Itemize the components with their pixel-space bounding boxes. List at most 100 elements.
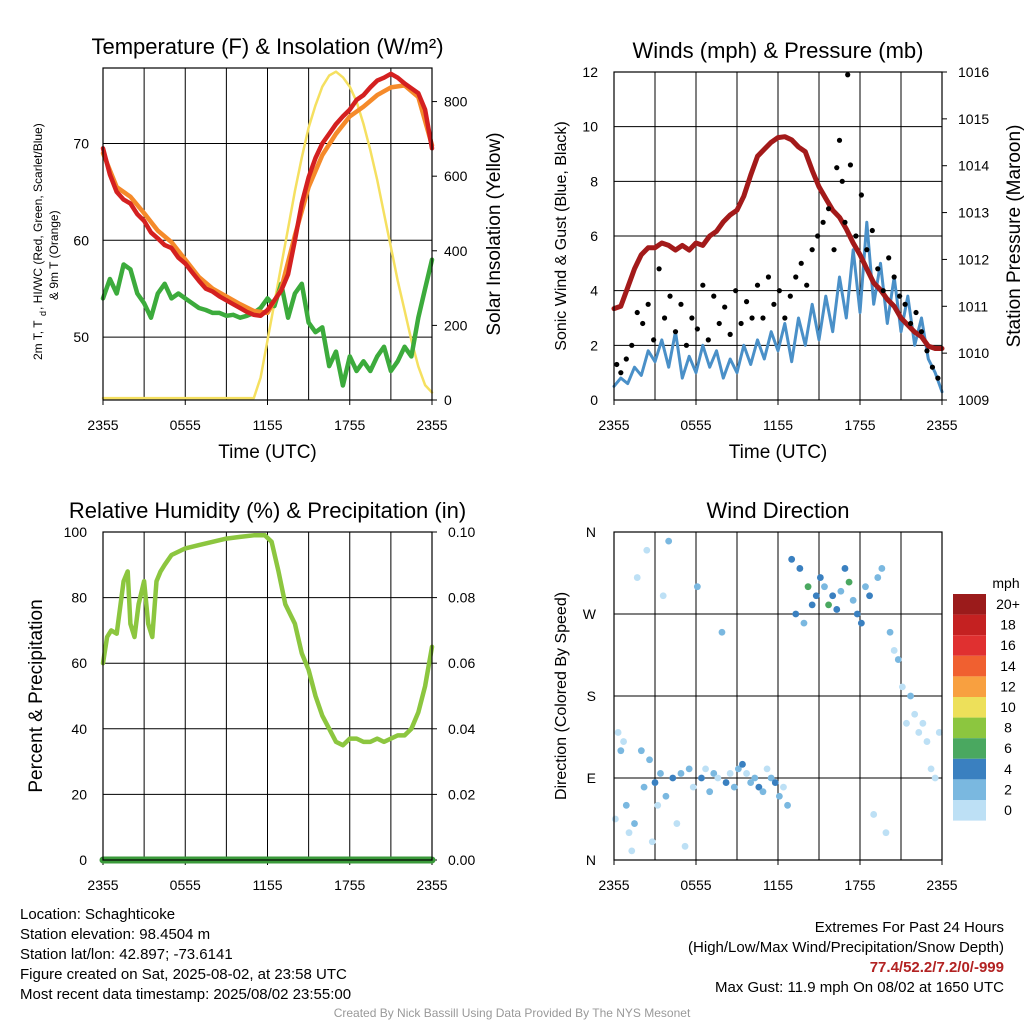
direction-point — [931, 774, 939, 782]
legend-label: 2 — [1004, 781, 1012, 797]
direction-point — [878, 565, 886, 572]
gust-point — [891, 274, 897, 280]
x-tick-label: 1755 — [844, 877, 875, 893]
gust-point — [634, 309, 640, 316]
y-tick-label: 20 — [71, 786, 87, 802]
y-tick-label: 0 — [79, 852, 87, 868]
direction-point — [870, 811, 878, 818]
direction-point — [640, 783, 648, 791]
y-axis-label-left-3: & 9m T (Orange) — [47, 210, 61, 300]
direction-point — [841, 565, 849, 572]
panel-3: Relative Humidity (%) & Precipitation (i… — [26, 498, 475, 893]
gust-point — [678, 301, 684, 307]
direction-point — [622, 801, 630, 809]
panel-2: Winds (mph) & Pressure (mb) 2355 0555 1155 1… — [553, 38, 1024, 463]
direction-point — [935, 729, 943, 736]
gust-point — [834, 165, 840, 171]
direction-point — [651, 779, 659, 786]
direction-point — [874, 574, 882, 581]
gust-point — [672, 329, 679, 335]
y-tick-label: 0 — [590, 392, 598, 408]
gust-point — [869, 227, 875, 234]
gust-point — [907, 320, 914, 327]
y-right-tick-label: 1012 — [958, 251, 989, 267]
y-right-tick-label: 1015 — [958, 111, 989, 127]
direction-point — [693, 583, 701, 591]
direction-point — [821, 583, 828, 591]
direction-point — [631, 820, 638, 827]
y-tick-label: 60 — [73, 232, 89, 248]
gust-point — [913, 309, 919, 316]
y-axis-label-right: Station Pressure (Maroon) — [1004, 125, 1024, 348]
gust-point — [804, 282, 810, 288]
gust-point — [716, 320, 722, 327]
latlon-text: Station lat/lon: 42.897; -73.6141 — [20, 946, 233, 963]
meteogram-svg: Temperature (F) & Insolation (W/m²)2355 0… — [26, 34, 1024, 893]
x-tick-label: 2355 — [926, 417, 957, 433]
series-pressure — [611, 134, 945, 351]
y-right-tick-label: 0.08 — [448, 590, 475, 606]
direction-point — [646, 756, 653, 764]
direction-point — [726, 770, 734, 777]
x-tick-label: 1755 — [334, 417, 365, 433]
credit-text: Created By Nick Bassill Using Data Provi… — [333, 1006, 691, 1020]
direction-point — [755, 783, 763, 791]
direction-point — [714, 774, 722, 782]
direction-point — [677, 770, 685, 777]
direction-point — [743, 770, 750, 777]
direction-point — [866, 592, 873, 600]
series-rh — [100, 533, 435, 748]
y-tick-label: N — [586, 524, 596, 540]
legend-swatch — [953, 738, 986, 759]
direction-point — [923, 738, 931, 745]
gust-point — [902, 301, 908, 307]
y-axis-label-left: Percent & Precipitation — [26, 599, 47, 792]
direction-point — [903, 719, 910, 727]
gust-point — [618, 370, 624, 376]
direction-point — [927, 765, 935, 773]
direction-point — [894, 656, 902, 663]
direction-point — [611, 815, 619, 823]
direction-point — [710, 770, 718, 777]
direction-point — [911, 710, 919, 718]
x-tick-label: 2355 — [416, 877, 447, 893]
direction-point — [771, 779, 779, 786]
gust-point — [694, 326, 700, 332]
direction-point — [862, 583, 869, 591]
legend-swatch — [953, 779, 986, 800]
y-right-tick-label: 1014 — [958, 158, 989, 174]
y-right-tick-label: 600 — [444, 168, 468, 184]
gust-point — [836, 137, 843, 143]
gust-point — [847, 162, 854, 168]
legend-label: 18 — [1000, 617, 1016, 633]
direction-point — [689, 783, 697, 791]
direction-point — [747, 779, 755, 786]
gust-point — [683, 342, 690, 348]
series-temp — [100, 71, 435, 319]
legend-swatch — [953, 697, 986, 718]
x-tick-label: 2355 — [87, 877, 118, 893]
direction-point — [673, 820, 681, 827]
y-right-tick-label: 0.10 — [448, 524, 475, 540]
direction-point — [816, 574, 824, 581]
y-tick-label: 10 — [582, 119, 598, 135]
direction-point — [718, 628, 726, 636]
legend-swatch — [953, 614, 986, 636]
direction-point — [919, 719, 927, 727]
gust-point — [842, 219, 848, 225]
gust-point — [722, 304, 728, 310]
direction-point — [825, 601, 832, 609]
legend-label: 8 — [1004, 720, 1012, 736]
direction-point — [886, 628, 894, 636]
legend-title: mph — [992, 575, 1019, 591]
x-tick-label: 1755 — [844, 417, 875, 433]
legend-label: 20+ — [996, 596, 1020, 612]
y-tick-label: 50 — [73, 329, 89, 345]
legend-swatch — [953, 655, 986, 677]
y-tick-label: E — [587, 770, 596, 786]
y-tick-label: 6 — [590, 228, 598, 244]
extremes-block: Extremes For Past 24 Hours (High/Low/Max… — [688, 918, 1004, 998]
y-tick-label: 60 — [71, 655, 87, 671]
gust-point — [771, 301, 777, 307]
